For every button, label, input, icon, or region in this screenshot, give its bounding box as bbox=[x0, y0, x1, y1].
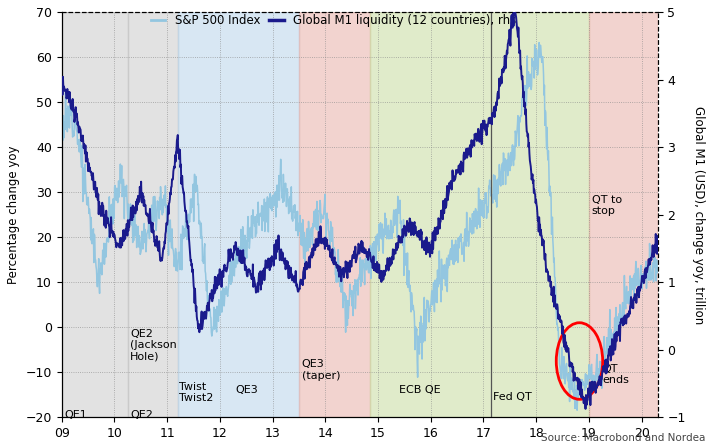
Text: Source: Macrobond and Nordea: Source: Macrobond and Nordea bbox=[540, 433, 705, 443]
Y-axis label: Global M1 (USD), change yoy, trillion: Global M1 (USD), change yoy, trillion bbox=[692, 105, 705, 324]
Text: QE2: QE2 bbox=[130, 410, 153, 420]
Text: ECB QE: ECB QE bbox=[399, 385, 441, 395]
Text: QT to
stop: QT to stop bbox=[592, 195, 622, 216]
Y-axis label: Percentage change yoy: Percentage change yoy bbox=[7, 145, 20, 284]
Text: QE3
(taper): QE3 (taper) bbox=[302, 359, 340, 381]
Legend: S&P 500 Index, Global M1 liquidity (12 countries), rhs: S&P 500 Index, Global M1 liquidity (12 c… bbox=[151, 14, 516, 27]
Bar bbox=[177, 12, 299, 417]
Bar bbox=[299, 12, 370, 417]
Bar bbox=[62, 12, 127, 417]
Bar bbox=[589, 12, 657, 417]
Text: QE2
(Jackson
Hole): QE2 (Jackson Hole) bbox=[130, 329, 177, 362]
Text: QE1: QE1 bbox=[64, 410, 87, 420]
Text: QT
ends: QT ends bbox=[602, 364, 629, 385]
Bar bbox=[370, 12, 589, 417]
Text: Fed QT: Fed QT bbox=[493, 392, 532, 402]
Bar bbox=[127, 12, 177, 417]
Text: QE3: QE3 bbox=[236, 385, 258, 395]
Text: Twist
Twist2: Twist Twist2 bbox=[179, 382, 213, 403]
